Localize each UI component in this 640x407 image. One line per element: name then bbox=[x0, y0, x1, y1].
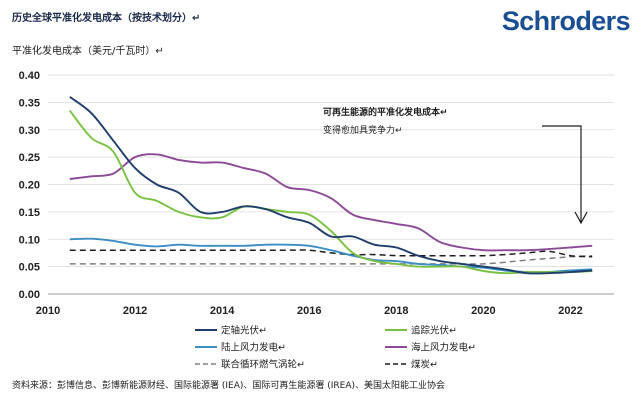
series-line-2 bbox=[69, 237, 593, 274]
y-tick-label: 0.30 bbox=[19, 125, 40, 137]
y-tick-label: 0.10 bbox=[19, 234, 40, 246]
series-lines bbox=[69, 96, 593, 275]
y-tick-label: 0.15 bbox=[19, 207, 40, 219]
x-tick-labels: 2010 2012 2014 2016 2018 2020 2022 bbox=[36, 305, 583, 317]
y-tick-label: 0.40 bbox=[19, 70, 40, 82]
source-note: 资料来源：彭博信息、彭博新能源财经、国际能源署 (IEA)、国际可再生能源署 (… bbox=[12, 381, 446, 391]
x-tick-label: 2010 bbox=[36, 305, 60, 317]
y-tick-label: 0.35 bbox=[19, 97, 40, 109]
x-tick-label: 2018 bbox=[384, 305, 408, 317]
annotation-arrowhead bbox=[574, 211, 588, 225]
annotation-arrow bbox=[542, 125, 582, 222]
y-tick-label: 0.05 bbox=[19, 262, 40, 274]
series-line-1 bbox=[69, 110, 593, 275]
x-tick-label: 2022 bbox=[558, 305, 582, 317]
legend-label: 联合循环燃气涡轮↵ bbox=[221, 359, 305, 371]
y-axis-label: 平准化发电成本（美元/千瓦时）↵ bbox=[12, 46, 164, 57]
legend-label: 煤炭↵ bbox=[411, 359, 438, 371]
legend-label: 定轴光伏↵ bbox=[221, 325, 267, 337]
x-tick-label: 2014 bbox=[210, 305, 235, 317]
y-tick-label: 0.00 bbox=[19, 289, 40, 301]
legend: 定轴光伏↵ 追踪光伏↵ 陆上风力发电↵ 海上风力发电↵ 联合循环燃气涡轮↵ 煤炭↵ bbox=[195, 325, 476, 371]
legend-label: 陆上风力发电↵ bbox=[221, 342, 286, 354]
series-line-0 bbox=[69, 96, 593, 275]
legend-label: 海上风力发电↵ bbox=[411, 342, 476, 354]
x-tick-label: 2012 bbox=[123, 305, 147, 317]
series-line-4 bbox=[69, 254, 593, 265]
y-tick-labels: 0.00 0.05 0.10 0.15 0.20 0.25 0.30 0.35 0.40 bbox=[19, 70, 40, 301]
schroders-logo: Schroders bbox=[501, 6, 631, 36]
series-line-5 bbox=[69, 249, 593, 258]
x-tick-label: 2020 bbox=[471, 305, 495, 317]
grid-lines bbox=[48, 74, 614, 295]
chart-title: 历史全球平准化发电成本（按技术划分）↵ bbox=[12, 13, 201, 24]
y-tick-label: 0.20 bbox=[19, 180, 40, 192]
annotation-subtitle: 变得愈加具竞争力↵ bbox=[323, 124, 403, 136]
x-tick-label: 2016 bbox=[297, 305, 321, 317]
series-line-3 bbox=[69, 153, 593, 252]
annotation-title: 可再生能源的平准化发电成本↵ bbox=[323, 106, 448, 118]
y-tick-label: 0.25 bbox=[19, 152, 40, 164]
annotation: 可再生能源的平准化发电成本↵ 变得愈加具竞争力↵ bbox=[323, 106, 588, 225]
legend-label: 追踪光伏↵ bbox=[411, 325, 457, 337]
